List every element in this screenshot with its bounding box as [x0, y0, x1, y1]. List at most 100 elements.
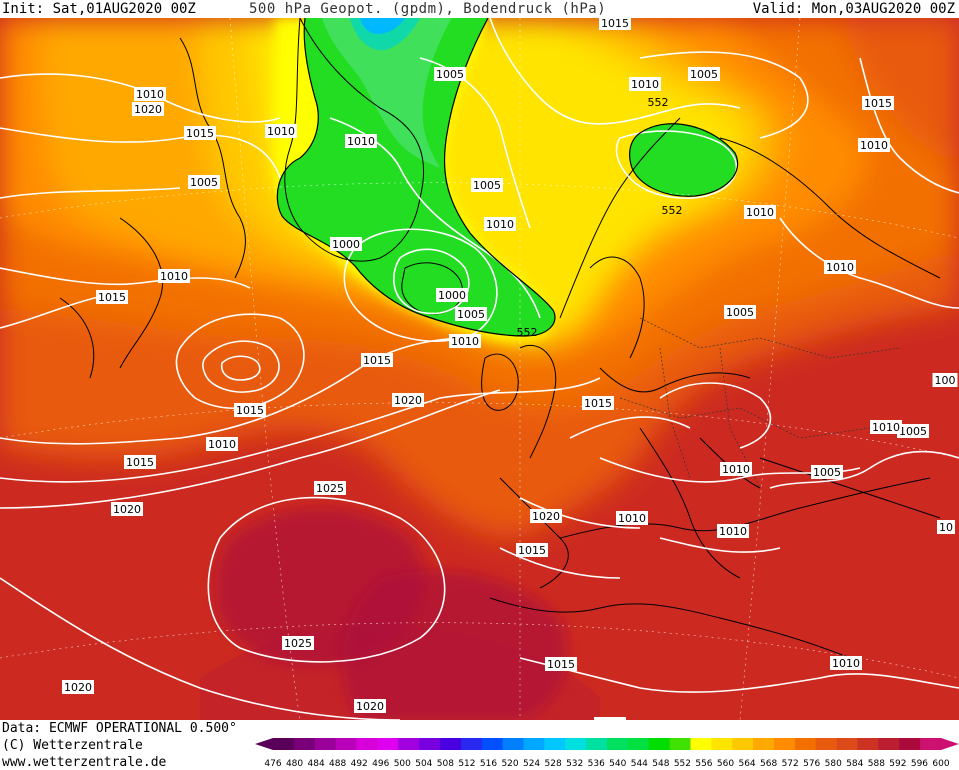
geopotential-shading [0, 18, 959, 720]
colorbar-swatch [440, 738, 462, 750]
svg-text:1005: 1005 [726, 306, 754, 319]
isobar-label: 1010 [858, 138, 890, 152]
colorbar-swatch [586, 738, 608, 750]
isobar-label: 1020 [62, 680, 94, 694]
graticule [0, 18, 959, 720]
svg-text:1010: 1010 [160, 270, 188, 283]
svg-text:1010: 1010 [618, 512, 646, 525]
colorbar-ticks: 476 480 484 488 492 496 500 504 508 512 516 520 524 5… [264, 759, 949, 769]
svg-text:1015: 1015 [236, 404, 264, 417]
svg-text:1005: 1005 [457, 308, 485, 321]
svg-text:1020: 1020 [134, 103, 162, 116]
colorbar-tick-label: 564 [738, 759, 755, 769]
isobar-label: 1005 [455, 307, 487, 321]
colorbar-tick-label: 556 [695, 759, 712, 769]
colorbar-swatch [690, 738, 712, 750]
svg-text:1020: 1020 [64, 681, 92, 694]
isobar-label: 1015 [599, 18, 631, 30]
colorbar-tick-label: 480 [286, 759, 303, 769]
colorbar-tick-label: 476 [264, 759, 281, 769]
svg-text:1020: 1020 [394, 394, 422, 407]
svg-text:1015: 1015 [864, 97, 892, 110]
svg-text:1005: 1005 [473, 179, 501, 192]
colorbar-tick-label: 512 [458, 759, 475, 769]
isobar-label: 1015 [124, 455, 156, 469]
colorbar-max-arrow [941, 738, 959, 750]
svg-text:1015: 1015 [601, 18, 629, 30]
colorbar-tick-label: 504 [415, 759, 432, 769]
colorbar-swatch [794, 738, 817, 750]
svg-text:1020: 1020 [532, 510, 560, 523]
svg-text:1010: 1010 [746, 206, 774, 219]
colorbar-swatch [502, 738, 524, 750]
colorbar-tick-label: 548 [652, 759, 669, 769]
isobar-label: 1015 [96, 290, 128, 304]
svg-text:1010: 1010 [722, 463, 750, 476]
header-init: Init: Sat,01AUG2020 00Z [2, 1, 196, 17]
svg-text:1010: 1010 [267, 125, 295, 138]
svg-text:1015: 1015 [584, 397, 612, 410]
colorbar-tick-label: 580 [825, 759, 842, 769]
colorbar-tick-label: 560 [717, 759, 734, 769]
colorbar-tick-label: 496 [372, 759, 389, 769]
colorbar-tick-label: 596 [911, 759, 928, 769]
svg-text:1010: 1010 [832, 657, 860, 670]
svg-text:1010: 1010 [347, 135, 375, 148]
isobar-label: 1010 [134, 87, 166, 101]
isobar-label: 1015 [594, 717, 626, 720]
isobar-label: 1010 [720, 462, 752, 476]
svg-text:1015: 1015 [518, 544, 546, 557]
colorbar-swatch [544, 738, 566, 750]
colorbar-tick-label: 484 [308, 759, 325, 769]
svg-text:1015: 1015 [186, 127, 214, 140]
colorbar-min-arrow [255, 738, 273, 750]
colorbar-tick-label: 520 [501, 759, 518, 769]
colorbar-tick-label: 488 [329, 759, 346, 769]
colorbar-tick-label: 588 [868, 759, 885, 769]
svg-text:1010: 1010 [208, 438, 236, 451]
header-valid: Valid: Mon,03AUG2020 00Z [752, 1, 955, 17]
colorbar-tick-label: 540 [609, 759, 626, 769]
colorbar-tick-label: 600 [932, 759, 949, 769]
isobar-label: 1010 [830, 656, 862, 670]
colorbar-tick-label: 500 [394, 759, 411, 769]
colorbar-swatch [377, 738, 399, 750]
colorbar-swatch [711, 738, 733, 750]
isobar-label: 10 [937, 520, 955, 534]
svg-text:1015: 1015 [126, 456, 154, 469]
isobar-label: 1005 [811, 465, 843, 479]
isobar-label: 1010 [206, 437, 238, 451]
geopotential-label: 552 [662, 204, 683, 217]
isobar-label: 1010 [629, 77, 661, 91]
isobar-label: 1015 [545, 657, 577, 671]
colorbar-swatch [753, 738, 775, 750]
colorbar-tick-label: 572 [782, 759, 799, 769]
svg-text:1005: 1005 [436, 68, 464, 81]
colorbar-tick-label: 576 [803, 759, 820, 769]
colorbar-swatch [732, 738, 754, 750]
svg-text:1015: 1015 [363, 354, 391, 367]
colorbar-swatch [293, 738, 316, 750]
colorbar-tick-label: 492 [351, 759, 368, 769]
isobar-label: 1010 [616, 511, 648, 525]
colorbar-swatch [481, 738, 504, 750]
isobar-label: 1020 [392, 393, 424, 407]
isobar-label: 1005 [688, 67, 720, 81]
svg-text:1005: 1005 [899, 425, 927, 438]
colorbar-tick-label: 524 [523, 759, 540, 769]
isobar-label: 1005 [188, 175, 220, 189]
copyright: (C) Wetterzentrale [2, 738, 143, 753]
isobar-label: 1015 [361, 353, 393, 367]
colorbar-tick-label: 584 [846, 759, 863, 769]
isobar-label: 1010 [265, 124, 297, 138]
colorbar-swatch [627, 738, 650, 750]
isobar-label: 1015 [184, 126, 216, 140]
colorbar-tick-label: 516 [480, 759, 497, 769]
svg-text:1010: 1010 [826, 261, 854, 274]
colorbar-swatch [419, 738, 441, 750]
colorbar-swatch [920, 738, 942, 750]
colorbar-swatch [314, 738, 337, 750]
svg-text:1000: 1000 [438, 289, 466, 302]
colorbar-swatch [273, 738, 295, 750]
